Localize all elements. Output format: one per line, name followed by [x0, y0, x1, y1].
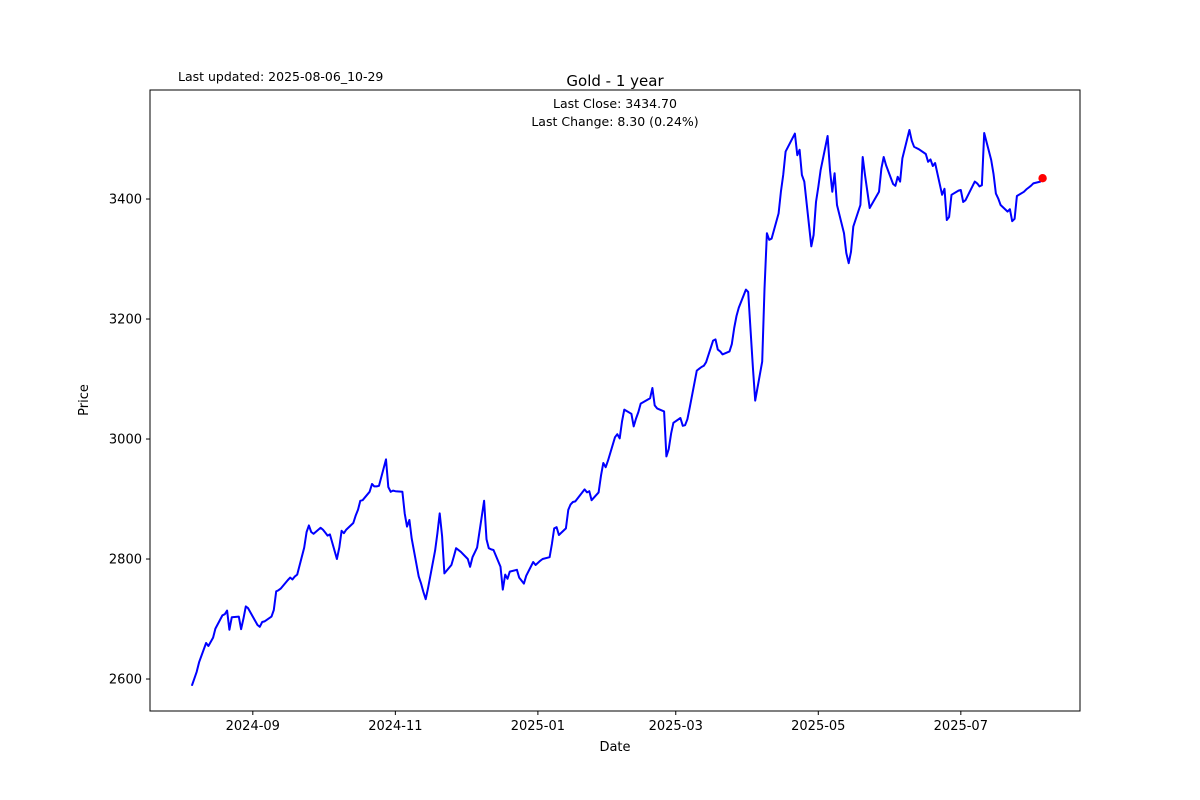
plot-area: 2600 2800 3000 3200 3400 2024-09 2024-11 2025-0… [109, 89, 1081, 734]
y-tick-label: 3200 [109, 313, 142, 328]
y-tick-label: 3400 [109, 193, 142, 208]
chart-title: Gold - 1 year [566, 72, 664, 90]
last-updated-text: Last updated: 2025-08-06_10-29 [178, 69, 383, 84]
annotation-last-close: Last Close: 3434.70 [553, 96, 677, 111]
x-tick-label: 2024-11 [368, 719, 422, 734]
price-line [191, 129, 1044, 686]
y-axis-label: Price [77, 384, 92, 416]
y-tick-label: 3000 [109, 433, 142, 448]
x-tick-label: 2025-03 [649, 719, 703, 734]
y-tick-label: 2600 [109, 673, 142, 688]
y-tick-label: 2800 [109, 553, 142, 568]
x-tick-label: 2025-05 [791, 719, 845, 734]
x-tick-label: 2025-01 [511, 719, 565, 734]
last-point-marker [1038, 174, 1047, 183]
axes-border [149, 89, 1081, 712]
x-tick-label: 2024-09 [226, 719, 280, 734]
annotation-last-change: Last Change: 8.30 (0.24%) [531, 114, 698, 129]
x-tick-label: 2025-07 [934, 719, 988, 734]
x-axis-label: Date [599, 740, 630, 755]
